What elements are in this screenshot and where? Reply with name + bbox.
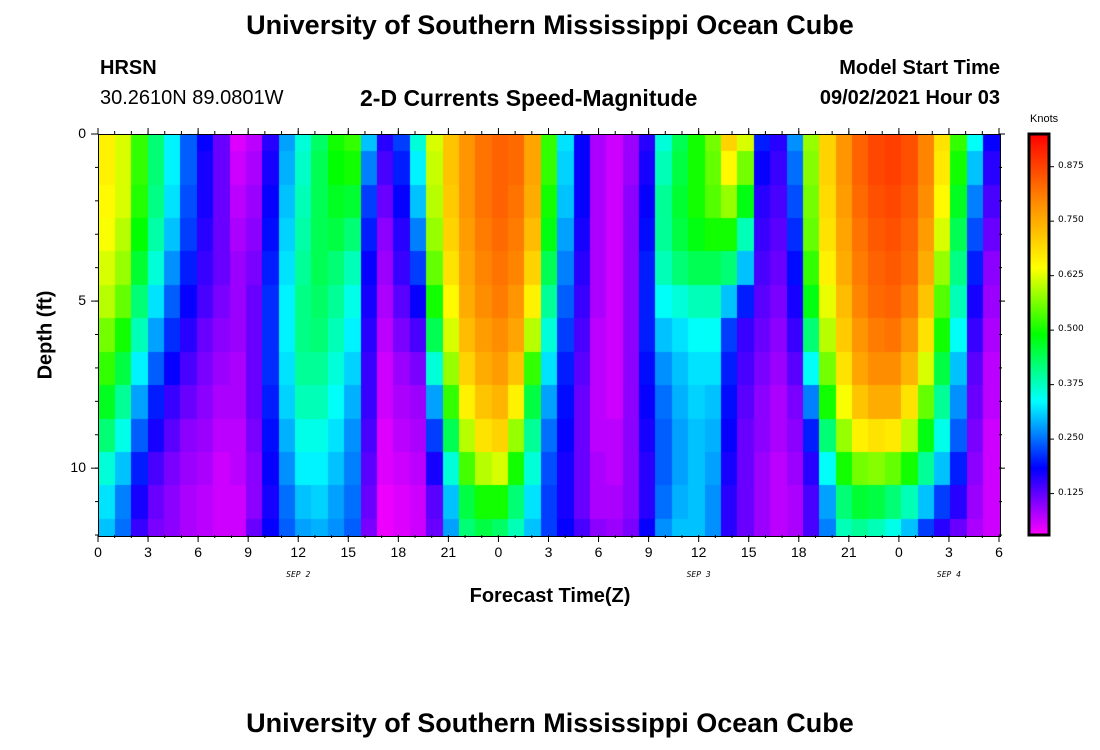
model-start-label: Model Start Time	[839, 57, 1000, 79]
x-tick-label: 9	[244, 544, 253, 560]
x-tick-label: 18	[790, 544, 807, 560]
x-tick-label: 15	[340, 544, 357, 560]
station-coords: 30.2610N 89.0801W	[100, 87, 284, 109]
x-tick-label: 12	[690, 544, 707, 560]
colorbar-tick-label: 0.375	[1058, 378, 1084, 389]
station-name: HRSN	[100, 57, 157, 79]
x-tick-label: 0	[94, 544, 102, 560]
y-tick-label: 10	[70, 459, 86, 476]
plot-title: 2-D Currents Speed-Magnitude	[360, 85, 698, 111]
colorbar-unit: Knots	[1030, 113, 1059, 125]
footer-title: University of Southern Mississippi Ocean…	[246, 708, 854, 738]
x-tick-label: 21	[440, 544, 457, 560]
day-label: SEP 4	[936, 570, 961, 579]
x-tick-label: 21	[841, 544, 857, 560]
x-tick-label: 6	[995, 544, 1003, 560]
colorbar-tick-label: 0.125	[1058, 487, 1084, 498]
day-label: SEP 3	[686, 570, 711, 579]
colorbar-tick-label: 0.750	[1058, 215, 1084, 226]
x-axis-label: Forecast Time(Z)	[469, 585, 631, 607]
x-tick-label: 3	[945, 544, 953, 560]
day-label: SEP 2	[286, 570, 311, 579]
model-start-time: 09/02/2021 Hour 03	[819, 87, 1000, 109]
colorbar-tick-label: 0.500	[1058, 324, 1084, 335]
x-tick-label: 3	[544, 544, 553, 560]
y-tick-label: 0	[78, 125, 86, 141]
speed-heatmap	[98, 134, 1001, 537]
x-tick-label: 15	[740, 544, 757, 560]
colorbar-tick-label: 0.250	[1058, 433, 1084, 444]
x-tick-label: 12	[290, 544, 306, 560]
x-tick-label: 9	[644, 544, 653, 560]
x-tick-label: 6	[194, 544, 202, 560]
x-tick-label: 6	[594, 544, 603, 560]
page-title: University of Southern Mississippi Ocean…	[246, 10, 854, 40]
x-tick-label: 0	[894, 544, 903, 560]
colorbar	[1027, 132, 1051, 537]
colorbar-tick-label: 0.875	[1058, 160, 1084, 171]
colorbar-tick-label: 0.625	[1058, 269, 1084, 280]
x-tick-label: 18	[390, 544, 407, 560]
x-tick-label: 0	[494, 544, 503, 560]
y-tick-label: 5	[78, 292, 86, 309]
x-tick-label: 3	[144, 544, 152, 560]
